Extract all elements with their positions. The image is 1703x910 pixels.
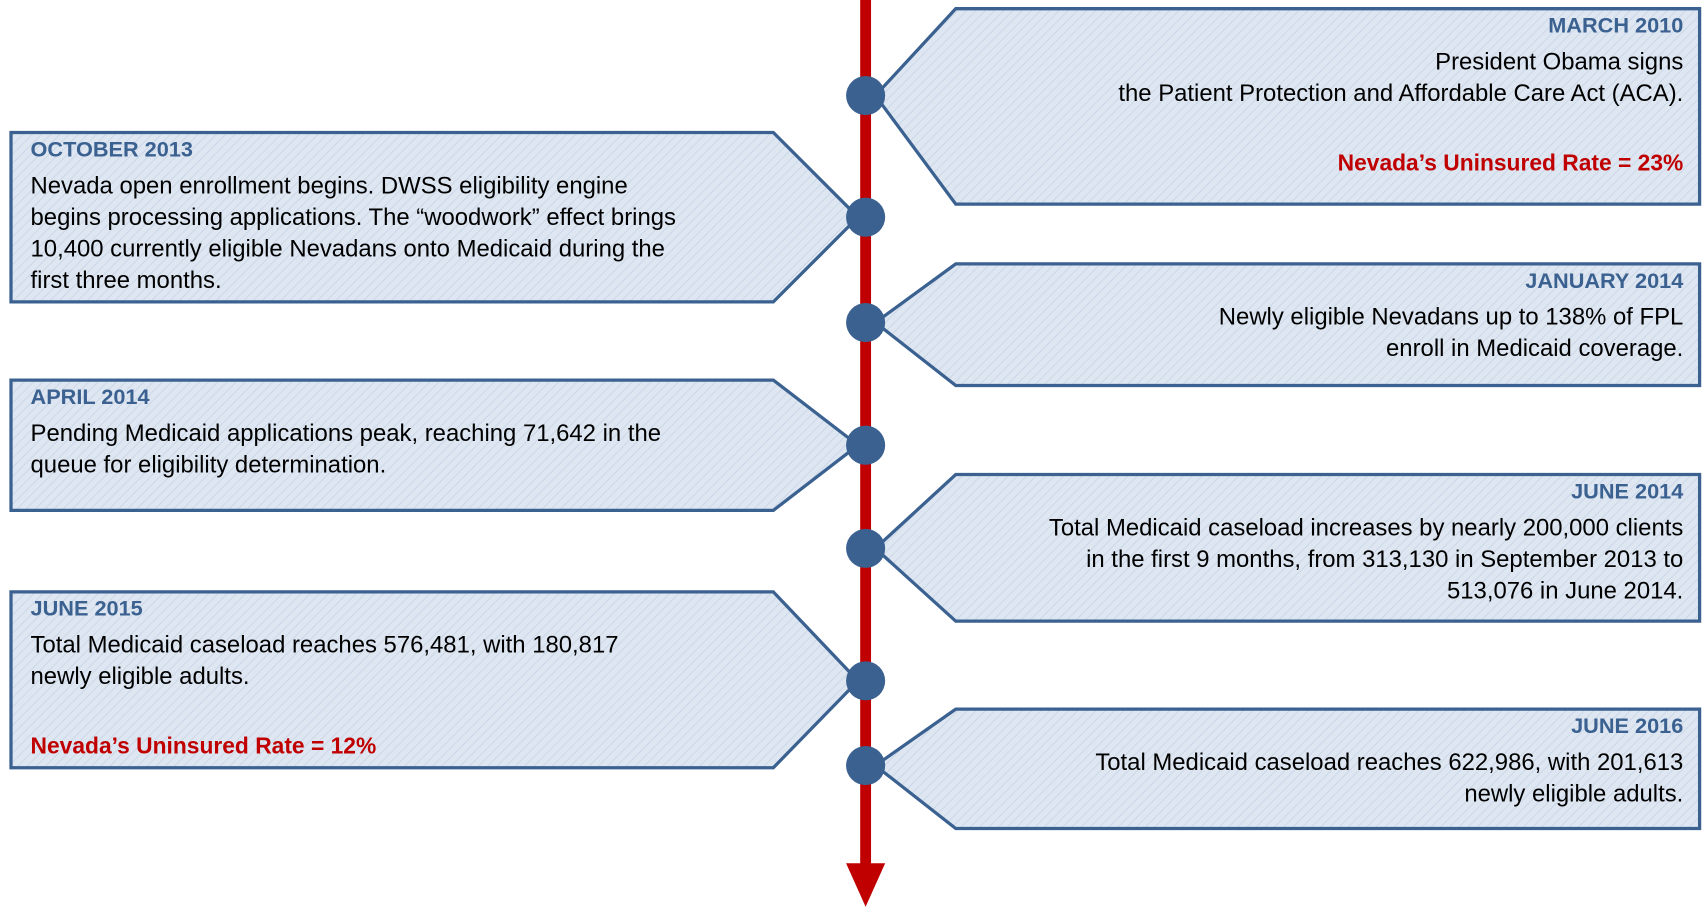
event-date: APRIL 2014 xyxy=(31,384,150,409)
event-dot xyxy=(846,302,886,343)
event-date: JUNE 2016 xyxy=(1571,713,1683,738)
event-box xyxy=(9,590,861,770)
event-box xyxy=(9,130,861,304)
event-date: JUNE 2014 xyxy=(1571,478,1683,503)
event-text: President Obama signs xyxy=(1435,48,1683,75)
event-box xyxy=(873,7,1702,206)
event-box xyxy=(872,472,1702,623)
event-text: newly eligible adults. xyxy=(31,663,250,690)
event-text: newly eligible adults. xyxy=(1464,780,1683,807)
timeline-arrow xyxy=(846,863,886,907)
event-text: Pending Medicaid applications peak, reac… xyxy=(31,420,661,447)
event-text: queue for eligibility determination. xyxy=(31,451,387,478)
event-text: the Patient Protection and Affordable Ca… xyxy=(1118,80,1683,107)
event-dot xyxy=(846,425,886,465)
event-date: JUNE 2015 xyxy=(31,596,143,621)
event-date: JANUARY 2014 xyxy=(1525,268,1683,293)
event-text: begins processing applications. The “woo… xyxy=(31,204,676,231)
event-text: Newly eligible Nevadans up to 138% of FP… xyxy=(1219,304,1684,331)
event-text: in the first 9 months, from 313,130 in S… xyxy=(1086,546,1683,573)
event-text: Total Medicaid caseload reaches 622,986,… xyxy=(1095,749,1683,776)
event-text: enroll in Medicaid coverage. xyxy=(1386,335,1683,362)
event-dot xyxy=(846,197,886,237)
event-text: first three months. xyxy=(31,267,222,294)
event-dot xyxy=(846,76,886,116)
event-text: Total Medicaid caseload increases by nea… xyxy=(1049,514,1683,541)
uninsured-rate: Nevada’s Uninsured Rate = 12% xyxy=(31,733,377,759)
event-text: Total Medicaid caseload reaches 576,481,… xyxy=(31,632,619,659)
event-dot xyxy=(846,528,886,568)
uninsured-rate: Nevada’s Uninsured Rate = 23% xyxy=(1338,149,1684,175)
event-dot xyxy=(846,661,886,701)
event-text: 513,076 in June 2014. xyxy=(1447,577,1683,604)
event-box xyxy=(872,262,1702,388)
event-box xyxy=(872,707,1702,831)
event-date: OCTOBER 2013 xyxy=(31,136,193,161)
event-text: 10,400 currently eligible Nevadans onto … xyxy=(31,235,665,262)
event-text: Nevada open enrollment begins. DWSS elig… xyxy=(31,172,628,199)
event-dot xyxy=(846,746,886,786)
event-box xyxy=(9,378,861,513)
event-date: MARCH 2010 xyxy=(1548,13,1683,38)
